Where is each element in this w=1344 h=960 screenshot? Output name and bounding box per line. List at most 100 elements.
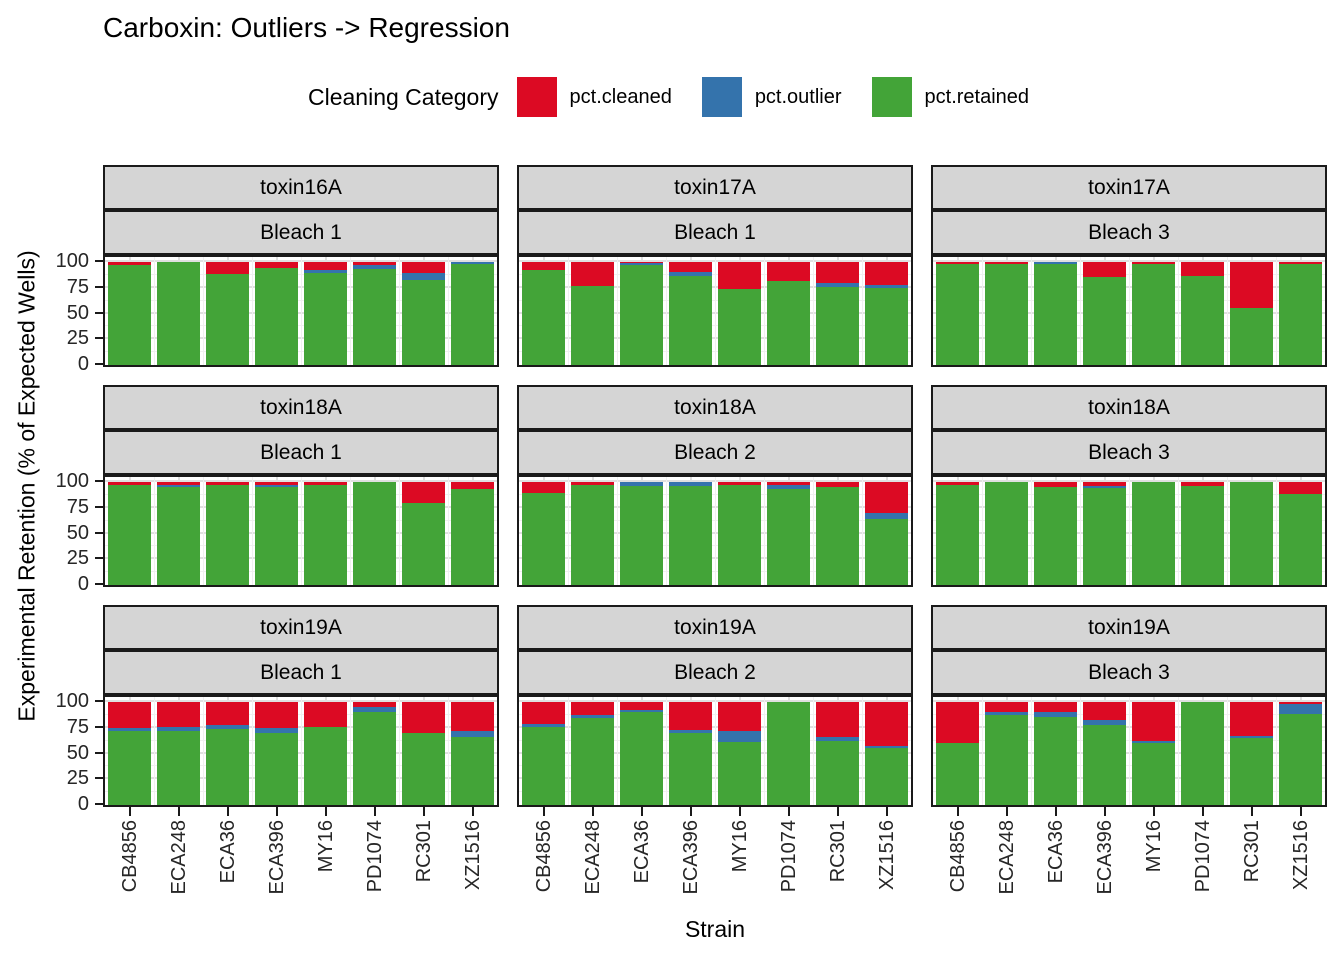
bar-MY16 (718, 477, 761, 585)
bar-CB4856 (522, 477, 565, 585)
minor-gridline (666, 257, 667, 365)
segment-pct.cleaned (108, 702, 151, 728)
x-axis-tick (177, 807, 180, 816)
segment-pct.retained (522, 270, 565, 365)
segment-pct.cleaned (1279, 702, 1322, 705)
facet-panel-toxin18A-Bleach1: toxin18A Bleach 1 (103, 385, 499, 587)
y-tick-label: 50 (66, 741, 89, 764)
facet-strip-bleach: Bleach 2 (517, 650, 913, 695)
minor-gridline (715, 477, 716, 585)
segment-pct.cleaned (985, 702, 1028, 713)
segment-pct.outlier (669, 272, 712, 277)
bar-PD1074 (1181, 697, 1224, 805)
x-tick-label: CB4856 (532, 820, 555, 893)
y-axis-tick (95, 531, 103, 534)
segment-pct.cleaned (669, 262, 712, 273)
segment-pct.retained (206, 274, 249, 365)
y-tick-label: 0 (77, 353, 89, 375)
segment-pct.cleaned (1230, 702, 1273, 736)
segment-pct.outlier (451, 262, 494, 265)
segment-pct.cleaned (816, 262, 859, 283)
minor-gridline (1031, 697, 1032, 805)
bar-CB4856 (108, 697, 151, 805)
y-tick-label: 0 (77, 793, 89, 815)
minor-gridline (568, 477, 569, 585)
x-axis-tick (1054, 807, 1057, 816)
segment-pct.cleaned (936, 262, 979, 265)
bar-ECA248 (571, 697, 614, 805)
plot-area (931, 475, 1327, 587)
minor-gridline (862, 697, 863, 805)
segment-pct.cleaned (1083, 702, 1126, 720)
minor-gridline (715, 257, 716, 365)
facet-strip-bleach: Bleach 2 (517, 430, 913, 475)
y-axis-tick (95, 480, 103, 482)
minor-gridline (448, 697, 449, 805)
bar-RC301 (1230, 477, 1273, 585)
facet-strip-toxin: toxin19A (103, 605, 499, 650)
minor-gridline (1276, 257, 1277, 365)
bar-RC301 (402, 257, 445, 365)
segment-pct.cleaned (522, 482, 565, 494)
segment-pct.cleaned (1083, 482, 1126, 487)
segment-pct.cleaned (571, 702, 614, 716)
bar-ECA396 (1083, 477, 1126, 585)
segment-pct.cleaned (206, 482, 249, 486)
segment-pct.cleaned (767, 482, 810, 486)
segment-pct.cleaned (255, 262, 298, 269)
bar-ECA396 (255, 477, 298, 585)
segment-pct.retained (451, 264, 494, 365)
minor-gridline (1178, 697, 1179, 805)
bar-RC301 (816, 477, 859, 585)
bar-CB4856 (936, 257, 979, 365)
segment-pct.retained (1132, 743, 1175, 805)
segment-pct.outlier (108, 727, 151, 731)
segment-pct.retained (157, 262, 200, 365)
segment-pct.cleaned (304, 482, 347, 486)
facet-panel-toxin18A-Bleach2: toxin18A Bleach 2 (517, 385, 913, 587)
segment-pct.retained (571, 485, 614, 585)
segment-pct.cleaned (767, 262, 810, 281)
minor-gridline (764, 257, 765, 365)
y-tick-label: 25 (66, 327, 89, 350)
minor-gridline (1227, 697, 1228, 805)
x-axis-tick (1152, 807, 1155, 816)
segment-pct.retained (718, 288, 761, 365)
segment-pct.cleaned (1181, 262, 1224, 277)
segment-pct.cleaned (108, 262, 151, 266)
segment-pct.retained (985, 482, 1028, 585)
segment-pct.retained (1083, 724, 1126, 805)
bar-CB4856 (108, 477, 151, 585)
bar-MY16 (304, 257, 347, 365)
segment-pct.outlier (402, 273, 445, 280)
bar-PD1074 (1181, 477, 1224, 585)
bar-ECA396 (1083, 257, 1126, 365)
segment-pct.cleaned (1132, 262, 1175, 265)
y-tick-label: 100 (55, 250, 89, 272)
minor-gridline (301, 477, 302, 585)
minor-gridline (203, 257, 204, 365)
segment-pct.cleaned (157, 702, 200, 727)
facet-panel-toxin18A-Bleach3: toxin18A Bleach 3 (931, 385, 1327, 587)
x-tick-label: ECA36 (216, 820, 239, 884)
segment-pct.retained (1181, 486, 1224, 585)
x-axis-tick (885, 807, 888, 816)
legend-item-outlier: pct.outlier (701, 77, 842, 117)
y-axis-tick (95, 751, 103, 754)
segment-pct.retained (353, 482, 396, 585)
x-axis-tick (275, 807, 278, 816)
bar-ECA248 (571, 477, 614, 585)
bar-ECA248 (157, 257, 200, 365)
segment-pct.retained (1279, 264, 1322, 365)
segment-pct.retained (522, 726, 565, 805)
segment-pct.cleaned (718, 702, 761, 731)
segment-pct.retained (206, 485, 249, 585)
segment-pct.cleaned (451, 482, 494, 490)
segment-pct.retained (816, 286, 859, 365)
minor-gridline (568, 697, 569, 805)
segment-pct.outlier (451, 730, 494, 737)
minor-gridline (1227, 477, 1228, 585)
y-axis-tick (95, 700, 103, 702)
bar-RC301 (816, 697, 859, 805)
bar-ECA248 (157, 477, 200, 585)
